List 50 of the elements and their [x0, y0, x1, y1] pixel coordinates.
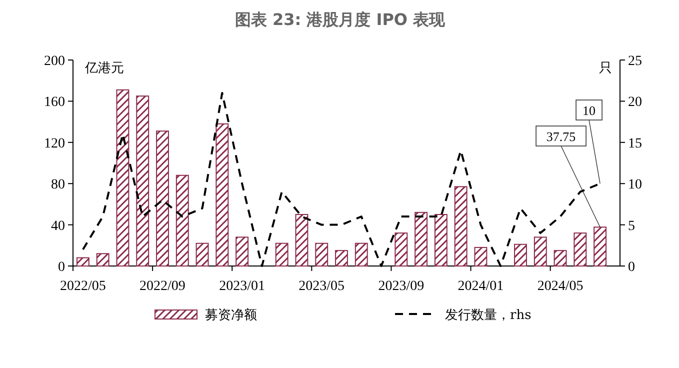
bar [156, 130, 169, 266]
bar [534, 236, 547, 266]
data-label: 37.75 [546, 129, 576, 144]
bar [594, 226, 607, 266]
y-tick-label: 160 [44, 95, 65, 110]
data-label: 10 [582, 103, 596, 118]
bar [275, 242, 288, 266]
bar [96, 253, 110, 266]
y2-tick-label: 10 [628, 178, 642, 193]
y2-tick-label: 20 [628, 95, 642, 110]
bar [116, 89, 130, 266]
y2-tick-label: 5 [628, 218, 635, 234]
x-tick-label: 2022/05 [60, 279, 106, 294]
y-tick-label: 120 [44, 136, 65, 152]
bar [414, 212, 428, 266]
legend-label: 募资净额 [205, 308, 257, 323]
legend-label: 发行数量，rhs [445, 308, 532, 323]
chart-title: 图表 23: 港股月度 IPO 表现 [234, 10, 446, 29]
bar [394, 232, 408, 266]
bar [335, 250, 348, 266]
bar [196, 242, 209, 266]
bar [474, 246, 488, 266]
y-axis-title: 亿港元 [84, 61, 124, 76]
y-tick-label: 40 [51, 218, 65, 234]
y2-tick-label: 25 [628, 54, 642, 69]
bar [136, 96, 150, 266]
bar [315, 242, 328, 266]
y-tick-label: 80 [51, 178, 65, 193]
bar [216, 123, 229, 266]
x-tick-label: 2024/01 [458, 279, 504, 294]
bar [454, 186, 468, 266]
x-tick-label: 2023/09 [378, 279, 424, 294]
x-tick-label: 2022/09 [140, 279, 186, 294]
bar [434, 214, 448, 266]
y-tick-label: 200 [44, 54, 65, 69]
y2-tick-label: 0 [628, 260, 635, 275]
y2-tick-label: 15 [628, 136, 642, 152]
bar [236, 236, 249, 266]
y-tick-label: 0 [58, 260, 65, 275]
bar [354, 242, 368, 266]
bar [176, 174, 189, 266]
y2-axis-title: 只 [599, 61, 612, 76]
bar [554, 250, 567, 266]
bar [574, 232, 587, 266]
x-tick-label: 2023/01 [219, 279, 265, 294]
bar [514, 244, 527, 266]
bar [295, 214, 308, 266]
x-tick-label: 2024/05 [537, 279, 584, 294]
x-tick-label: 2023/05 [298, 279, 345, 294]
bar [76, 257, 90, 266]
